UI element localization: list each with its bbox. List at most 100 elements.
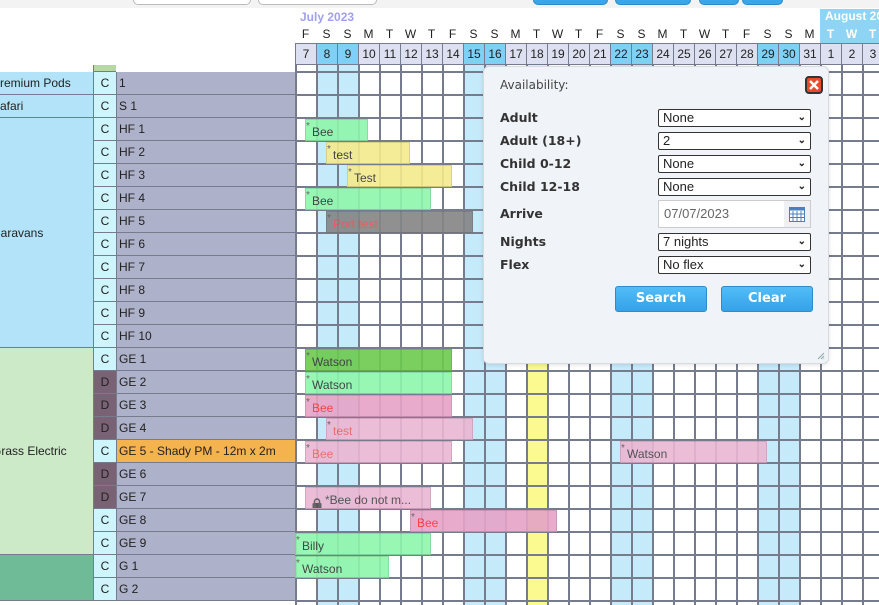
day-number[interactable]: 31 bbox=[799, 43, 820, 65]
day-number[interactable]: 24 bbox=[652, 43, 673, 65]
toolbar-button[interactable] bbox=[615, 0, 691, 5]
booking-bar[interactable]: *Bee do not m... bbox=[305, 487, 431, 509]
weekday-label: T bbox=[385, 27, 394, 41]
toolbar-button[interactable] bbox=[258, 0, 377, 5]
day-column bbox=[421, 65, 442, 605]
unit-name[interactable]: HF 7 bbox=[116, 256, 295, 279]
day-number[interactable]: 28 bbox=[736, 43, 757, 65]
day-number[interactable]: 17 bbox=[505, 43, 526, 65]
day-number[interactable]: 8 bbox=[316, 43, 337, 65]
booking-bar[interactable]: * Watson bbox=[295, 556, 389, 578]
nights-select[interactable]: 7 nights ⌄ bbox=[658, 233, 811, 251]
booking-bar[interactable]: * Watson bbox=[305, 349, 452, 371]
day-number[interactable]: 19 bbox=[547, 43, 568, 65]
booking-label: Watson bbox=[312, 355, 353, 369]
unit-type-cell: C bbox=[93, 256, 116, 279]
flex-select[interactable]: No flex ⌄ bbox=[658, 256, 811, 274]
booking-bar[interactable]: * Bee bbox=[410, 510, 557, 532]
booking-bar[interactable]: * Bee bbox=[305, 188, 431, 210]
unit-name[interactable]: GE 6 bbox=[116, 463, 295, 486]
toolbar-button[interactable] bbox=[699, 0, 739, 5]
booking-bar[interactable]: * Watson bbox=[305, 372, 452, 394]
booking-bar[interactable]: * Test bbox=[347, 165, 452, 187]
day-number[interactable]: 2 bbox=[841, 43, 862, 65]
day-number[interactable]: 21 bbox=[589, 43, 610, 65]
unit-type-cell: C bbox=[93, 302, 116, 325]
day-number[interactable]: 12 bbox=[400, 43, 421, 65]
booking-bar[interactable]: * Port test bbox=[326, 211, 473, 233]
booking-bar[interactable]: * Watson bbox=[620, 441, 767, 463]
close-icon[interactable] bbox=[805, 76, 823, 94]
unit-name[interactable]: G 2 bbox=[116, 578, 295, 601]
nights-value: 7 nights bbox=[663, 234, 709, 249]
unit-name[interactable]: 1 bbox=[116, 72, 295, 95]
unit-name[interactable]: GE 8 bbox=[116, 509, 295, 532]
unit-name[interactable]: GE 2 bbox=[116, 371, 295, 394]
day-number[interactable]: 7 bbox=[295, 43, 316, 65]
unit-name[interactable]: GE 9 bbox=[116, 532, 295, 555]
day-number[interactable]: 18 bbox=[526, 43, 547, 65]
unit-name[interactable]: HF 3 bbox=[116, 164, 295, 187]
day-number[interactable]: 16 bbox=[484, 43, 505, 65]
toolbar-button[interactable] bbox=[133, 0, 251, 5]
unit-name[interactable]: GE 3 bbox=[116, 394, 295, 417]
unit-type-cell: D bbox=[93, 371, 116, 394]
day-number[interactable]: 9 bbox=[337, 43, 358, 65]
day-number[interactable]: 15 bbox=[463, 43, 484, 65]
booking-bar[interactable]: * Bee bbox=[305, 441, 452, 463]
day-number[interactable]: 10 bbox=[358, 43, 379, 65]
day-number[interactable]: 13 bbox=[421, 43, 442, 65]
unit-name[interactable]: HF 6 bbox=[116, 233, 295, 256]
resize-grip-icon[interactable] bbox=[817, 352, 825, 360]
booking-label: Test bbox=[354, 171, 377, 185]
calendar-icon[interactable] bbox=[784, 201, 810, 227]
day-number[interactable]: 11 bbox=[379, 43, 400, 65]
unit-name[interactable]: HF 8 bbox=[116, 279, 295, 302]
day-number[interactable]: 22 bbox=[610, 43, 631, 65]
adult-select[interactable]: None ⌄ bbox=[658, 109, 811, 127]
type-cell bbox=[93, 65, 116, 72]
booking-bar[interactable]: * Bee bbox=[305, 395, 452, 417]
day-number[interactable]: 20 bbox=[568, 43, 589, 65]
unit-name[interactable]: HF 5 bbox=[116, 210, 295, 233]
unit-name[interactable]: HF 1 bbox=[116, 118, 295, 141]
day-number[interactable]: 25 bbox=[673, 43, 694, 65]
day-number[interactable]: 14 bbox=[442, 43, 463, 65]
day-number[interactable]: 27 bbox=[715, 43, 736, 65]
day-number[interactable]: 29 bbox=[757, 43, 778, 65]
chevron-down-icon: ⌄ bbox=[797, 259, 806, 270]
booking-bar[interactable]: * test bbox=[326, 142, 410, 164]
unit-name[interactable]: GE 7 bbox=[116, 486, 295, 509]
unit-name[interactable]: HF 2 bbox=[116, 141, 295, 164]
arrive-value: 07/07/2023 bbox=[664, 206, 730, 221]
booking-bar[interactable]: * test bbox=[326, 418, 473, 440]
day-number[interactable]: 3 bbox=[862, 43, 879, 65]
day-number[interactable]: 30 bbox=[778, 43, 799, 65]
unit-name[interactable]: GE 1 bbox=[116, 348, 295, 371]
clear-button[interactable]: Clear bbox=[721, 286, 813, 312]
search-button[interactable]: Search bbox=[615, 286, 707, 312]
day-number[interactable]: 23 bbox=[631, 43, 652, 65]
weekday-label: W bbox=[551, 27, 564, 41]
booking-label: Watson bbox=[312, 378, 353, 392]
toolbar-button[interactable] bbox=[533, 0, 608, 5]
day-number[interactable]: 1 bbox=[820, 43, 841, 65]
booking-bar[interactable]: * Billy bbox=[295, 533, 431, 555]
day-number[interactable]: 26 bbox=[694, 43, 715, 65]
unit-name[interactable]: S 1 bbox=[116, 95, 295, 118]
arrive-date-input[interactable]: 07/07/2023 bbox=[658, 200, 811, 228]
toolbar-button[interactable] bbox=[742, 0, 783, 5]
child-0-12-select[interactable]: None ⌄ bbox=[658, 155, 811, 173]
unit-name[interactable]: G 1 bbox=[116, 555, 295, 578]
unit-name[interactable]: HF 4 bbox=[116, 187, 295, 210]
adult-18-select[interactable]: 2 ⌄ bbox=[658, 132, 811, 150]
unit-name[interactable]: HF 9 bbox=[116, 302, 295, 325]
booking-bar[interactable]: * Bee bbox=[305, 119, 368, 141]
child-12-18-select[interactable]: None ⌄ bbox=[658, 178, 811, 196]
grid-line bbox=[295, 462, 879, 464]
weekday-label: W bbox=[698, 27, 711, 41]
unit-name[interactable]: GE 4 bbox=[116, 417, 295, 440]
unit-name[interactable]: HF 10 bbox=[116, 325, 295, 348]
unit-name[interactable]: GE 5 - Shady PM - 12m x 2m bbox=[116, 440, 295, 463]
booking-label: Bee bbox=[312, 447, 334, 461]
